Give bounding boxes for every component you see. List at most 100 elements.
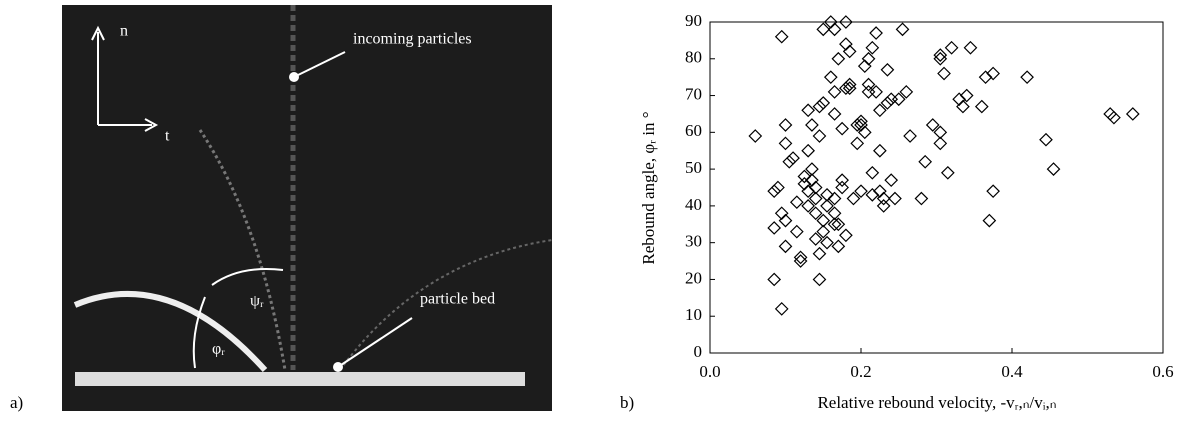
trajectory xyxy=(198,129,287,371)
point xyxy=(842,44,857,59)
label-bed: particle bed xyxy=(420,291,495,308)
point xyxy=(876,191,891,206)
point xyxy=(865,165,880,180)
y-tick-label: 10 xyxy=(685,305,702,324)
photo-panel: n t incoming particles particle bed ψᵣ φ… xyxy=(62,5,553,411)
point xyxy=(861,51,876,66)
label-incoming: incoming particles xyxy=(353,31,472,48)
x-tick-label: 0.0 xyxy=(699,362,720,381)
point xyxy=(918,154,933,169)
point xyxy=(812,272,827,287)
point xyxy=(869,85,883,99)
y-tick-label: 70 xyxy=(685,84,702,103)
point xyxy=(786,151,800,165)
point xyxy=(816,96,831,110)
bed-surface xyxy=(75,372,525,386)
point xyxy=(857,125,872,140)
point xyxy=(827,191,842,206)
point xyxy=(839,81,853,96)
y-tick-label: 0 xyxy=(694,342,703,361)
point xyxy=(778,239,793,254)
point xyxy=(933,136,948,151)
point xyxy=(963,40,978,55)
y-tick-label: 30 xyxy=(685,232,702,251)
point xyxy=(925,118,940,132)
point xyxy=(827,206,842,221)
point xyxy=(842,77,857,92)
point xyxy=(1046,162,1061,176)
point xyxy=(869,26,883,40)
x-tick-label: 0.6 xyxy=(1152,362,1173,381)
y-tick-label: 80 xyxy=(685,48,702,67)
point xyxy=(823,70,838,85)
point xyxy=(774,206,789,221)
point xyxy=(884,173,899,187)
point xyxy=(778,213,793,228)
point xyxy=(808,206,823,221)
point xyxy=(805,162,819,176)
x-axis-title: Relative rebound velocity, -vᵣ,ₙ/vᵢ,ₙ xyxy=(817,393,1056,412)
point xyxy=(831,217,846,232)
point xyxy=(808,191,823,206)
point xyxy=(820,188,834,202)
plot-frame xyxy=(709,21,1164,354)
point xyxy=(854,114,868,129)
y-tick-label: 50 xyxy=(685,158,702,177)
point xyxy=(891,92,906,107)
point xyxy=(820,199,834,213)
trajectory xyxy=(339,239,553,371)
point xyxy=(823,15,838,29)
point xyxy=(793,254,808,268)
point xyxy=(812,129,827,143)
point xyxy=(857,59,872,73)
point xyxy=(873,184,887,199)
point xyxy=(812,99,827,114)
point xyxy=(944,40,959,55)
x-tick-label: 0.4 xyxy=(1001,362,1023,381)
point xyxy=(865,40,880,55)
point xyxy=(827,107,842,121)
x-tick-label: 0.2 xyxy=(850,362,871,381)
point xyxy=(820,235,834,250)
point xyxy=(865,188,880,202)
y-tick-label: 90 xyxy=(685,11,702,30)
point xyxy=(888,191,902,206)
point xyxy=(937,66,951,81)
point xyxy=(933,48,948,62)
point xyxy=(801,199,815,213)
point xyxy=(827,22,842,37)
point xyxy=(831,51,846,66)
point xyxy=(959,88,974,103)
point xyxy=(861,77,876,92)
point xyxy=(778,136,793,151)
point xyxy=(978,70,993,85)
point xyxy=(850,136,865,151)
point xyxy=(846,191,861,206)
point xyxy=(839,228,853,243)
point xyxy=(808,232,823,246)
point xyxy=(839,15,853,29)
point xyxy=(956,99,970,114)
label-psi: ψᵣ xyxy=(250,293,264,310)
trajectory xyxy=(73,291,268,373)
point xyxy=(974,99,989,114)
point xyxy=(861,85,876,99)
y-tick-label: 20 xyxy=(685,268,702,287)
point xyxy=(778,118,793,132)
point xyxy=(801,143,815,158)
point xyxy=(873,143,887,158)
point xyxy=(805,173,819,187)
point xyxy=(812,246,827,261)
label-phi: φᵣ xyxy=(212,341,225,358)
point xyxy=(827,85,842,99)
point xyxy=(880,62,895,77)
point xyxy=(1125,107,1140,121)
axis-t: t xyxy=(165,128,170,145)
point xyxy=(880,96,895,110)
panel-label: a) xyxy=(10,393,23,412)
point xyxy=(1020,70,1034,85)
point xyxy=(767,184,782,199)
point xyxy=(767,221,782,235)
point xyxy=(748,129,763,143)
